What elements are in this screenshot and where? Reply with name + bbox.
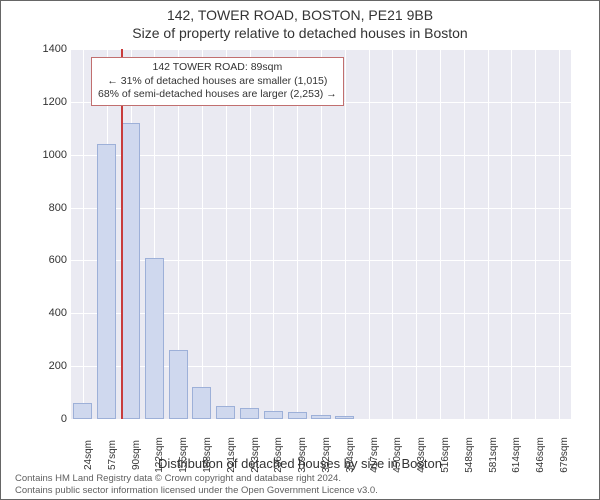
attribution-line-1: Contains HM Land Registry data © Crown c… xyxy=(15,473,378,484)
y-tick-label: 800 xyxy=(27,202,67,214)
grid-line-v xyxy=(83,49,84,419)
x-tick-label: 90sqm xyxy=(131,440,142,470)
bar xyxy=(169,350,188,419)
x-tick-label: 221sqm xyxy=(226,437,237,473)
y-tick-label: 0 xyxy=(27,413,67,425)
x-tick-label: 483sqm xyxy=(416,437,427,473)
bar xyxy=(311,415,330,419)
x-tick-label: 253sqm xyxy=(250,437,261,473)
grid-line-v xyxy=(345,49,346,419)
bar xyxy=(216,406,235,419)
annotation-line-1: ← 31% of detached houses are smaller (1,… xyxy=(98,75,337,89)
x-tick-label: 581sqm xyxy=(488,437,499,473)
bar xyxy=(192,387,211,419)
x-tick-label: 417sqm xyxy=(369,437,380,473)
y-tick-label: 1000 xyxy=(27,149,67,161)
x-tick-label: 57sqm xyxy=(107,440,118,470)
x-tick-label: 352sqm xyxy=(321,437,332,473)
supertitle: 142, TOWER ROAD, BOSTON, PE21 9BB xyxy=(1,7,599,23)
bar xyxy=(335,416,354,419)
y-tick-label: 600 xyxy=(27,254,67,266)
y-tick-label: 1200 xyxy=(27,96,67,108)
chart-title: Size of property relative to detached ho… xyxy=(1,25,599,41)
grid-line-v xyxy=(392,49,393,419)
grid-line-v xyxy=(488,49,489,419)
annotation-box: 142 TOWER ROAD: 89sqm← 31% of detached h… xyxy=(91,57,344,106)
annotation-line-2: 68% of semi-detached houses are larger (… xyxy=(98,88,337,102)
chart-container: 142, TOWER ROAD, BOSTON, PE21 9BB Size o… xyxy=(0,0,600,500)
bar xyxy=(240,408,259,419)
grid-line-v xyxy=(369,49,370,419)
x-tick-label: 679sqm xyxy=(559,437,570,473)
grid-line-v xyxy=(464,49,465,419)
y-tick-label: 1400 xyxy=(27,43,67,55)
bar xyxy=(73,403,92,419)
y-tick-label: 200 xyxy=(27,360,67,372)
x-tick-label: 450sqm xyxy=(392,437,403,473)
bar xyxy=(264,411,283,419)
x-tick-label: 646sqm xyxy=(535,437,546,473)
bar xyxy=(121,123,140,419)
x-tick-label: 548sqm xyxy=(464,437,475,473)
x-tick-label: 319sqm xyxy=(297,437,308,473)
bar xyxy=(97,144,116,419)
attribution-text: Contains HM Land Registry data © Crown c… xyxy=(15,473,378,496)
x-tick-label: 384sqm xyxy=(345,437,356,473)
grid-line-v xyxy=(440,49,441,419)
x-tick-label: 155sqm xyxy=(178,437,189,473)
grid-line-v xyxy=(416,49,417,419)
y-tick-label: 400 xyxy=(27,307,67,319)
grid-line-v xyxy=(559,49,560,419)
annotation-line-0: 142 TOWER ROAD: 89sqm xyxy=(98,61,337,75)
grid-line-v xyxy=(511,49,512,419)
x-tick-label: 122sqm xyxy=(154,437,165,473)
x-tick-label: 516sqm xyxy=(440,437,451,473)
grid-line-v xyxy=(535,49,536,419)
x-tick-label: 614sqm xyxy=(511,437,522,473)
bar xyxy=(288,412,307,419)
attribution-line-2: Contains public sector information licen… xyxy=(15,485,378,496)
x-tick-label: 286sqm xyxy=(273,437,284,473)
x-tick-label: 24sqm xyxy=(83,440,94,470)
grid-line-h xyxy=(71,419,571,420)
bar xyxy=(145,258,164,419)
x-tick-label: 188sqm xyxy=(202,437,213,473)
